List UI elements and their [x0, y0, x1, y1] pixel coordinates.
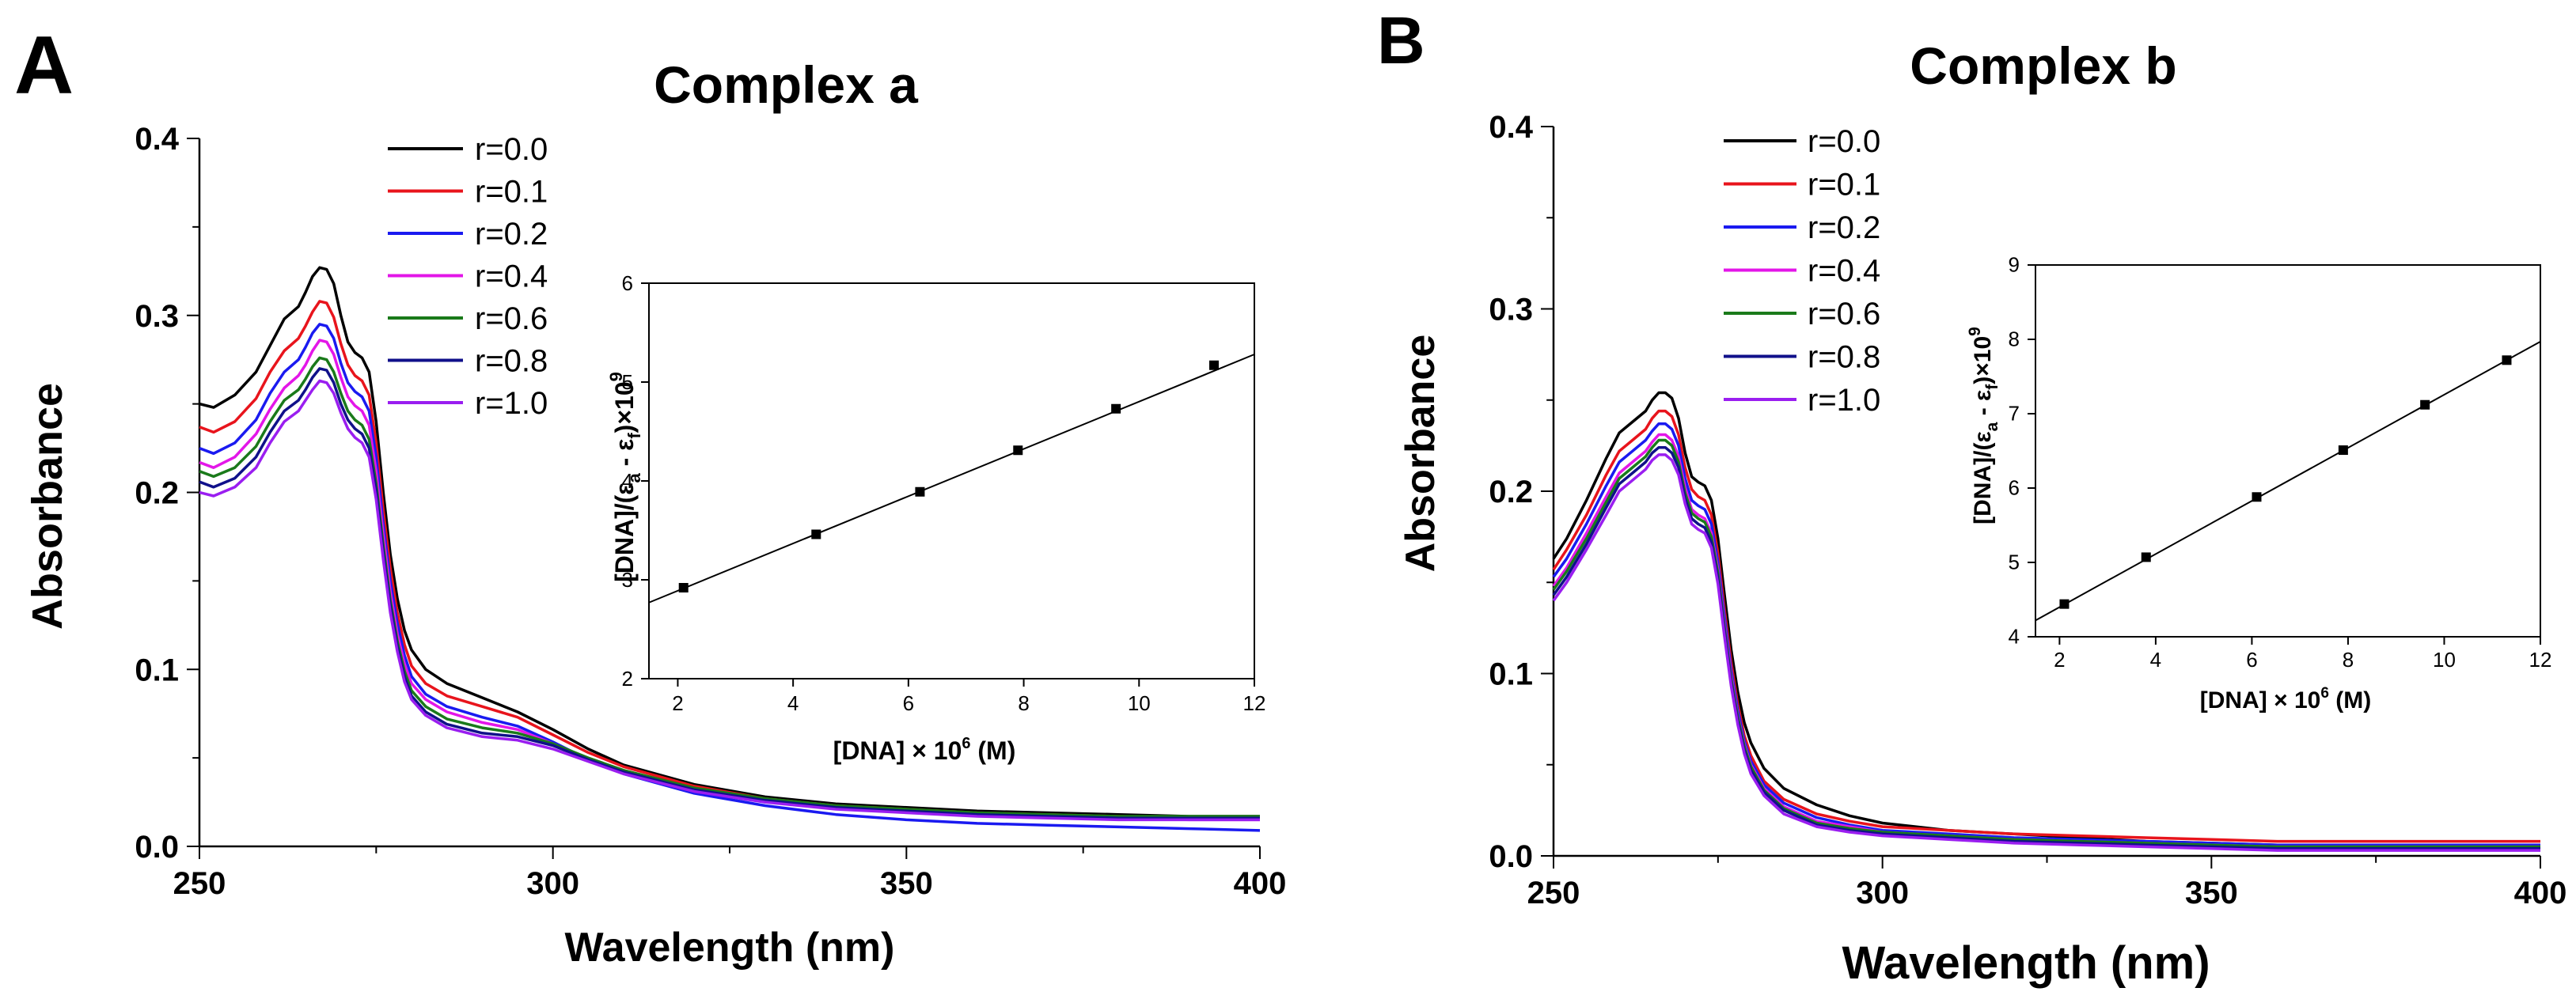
- x-tick-label-b: 400: [2514, 876, 2567, 910]
- inset-fit-line-a: [648, 354, 1255, 604]
- panel-b: B Complex b Absorbance Wavelength (nm) 2…: [1377, 3, 2567, 989]
- inset-x-tick-label-a: 2: [672, 691, 683, 715]
- x-tick-label-a: 400: [1234, 866, 1287, 901]
- legend-a: r=0.0 r=0.1 r=0.2 r=0.4 r=0.6 r=0.8 r=1.0: [388, 132, 548, 421]
- y-tick-label-a: 0.2: [135, 476, 179, 511]
- inset-data-point-a-4: [1111, 403, 1121, 414]
- inset-x-tick-label-b: 4: [2150, 648, 2161, 672]
- inset-x-axis-title-b: [DNA] × 106 (M): [2200, 685, 2371, 713]
- inset-x-axis-title-a: [DNA] × 106 (M): [833, 735, 1016, 765]
- x-tick-label-b: 350: [2185, 876, 2238, 910]
- x-tick-label-b: 250: [1527, 876, 1580, 910]
- inset-x-tick-label-b: 12: [2529, 648, 2552, 672]
- legend-label-a-4: r=0.6: [475, 301, 548, 336]
- legend-label-b-3: r=0.4: [1808, 254, 1880, 289]
- y-tick-label-a: 0.1: [135, 653, 179, 687]
- inset-a: 2 4 6 8 10 12 2 3 4 5 6: [622, 271, 1266, 715]
- legend-b: r=0.0 r=0.1 r=0.2 r=0.4 r=0.6 r=0.8 r=1.0: [1724, 124, 1880, 418]
- series-line-b-6: [1552, 453, 2540, 852]
- legend-label-b-1: r=0.1: [1808, 168, 1880, 202]
- x-axis-title-b: Wavelength (nm): [1842, 937, 2210, 989]
- inset-y-tick-label-a: 4: [622, 469, 633, 493]
- legend-label-b-4: r=0.6: [1808, 297, 1880, 331]
- y-axis-title-a: Absorbance: [24, 383, 71, 630]
- inset-x-tick-label-a: 12: [1243, 691, 1266, 715]
- inset-x-tick-label-b: 6: [2246, 648, 2257, 672]
- legend-label-a-1: r=0.1: [475, 175, 548, 210]
- x-tick-label-a: 300: [526, 866, 579, 901]
- inset-b: 2 4 6 8 10 12 4 5 6 7 8 9: [2009, 252, 2552, 672]
- inset-x-tick-label-b: 10: [2433, 648, 2456, 672]
- inset-y-tick-label-b: 6: [2009, 475, 2020, 499]
- legend-label-a-3: r=0.4: [475, 259, 548, 294]
- inset-y-tick-label-b: 9: [2009, 252, 2020, 276]
- inset-frame-b: [2035, 264, 2541, 638]
- y-tick-label-a: 0.4: [135, 122, 179, 157]
- inset-data-point-b-3: [2338, 445, 2348, 456]
- y-tick-label-b: 0.3: [1489, 293, 1533, 327]
- legend-label-a-5: r=0.8: [475, 344, 548, 379]
- inset-y-tick-label-b: 7: [2009, 401, 2020, 425]
- legend-label-b-2: r=0.2: [1808, 210, 1880, 245]
- inset-y-tick-label-b: 8: [2009, 327, 2020, 350]
- series-line-a-6: [199, 379, 1260, 822]
- inset-y-tick-label-b: 4: [2009, 624, 2020, 648]
- inset-x-tick-label-b: 2: [2054, 648, 2065, 672]
- inset-data-point-a-3: [1013, 445, 1023, 456]
- inset-data-point-a-2: [915, 486, 925, 497]
- x-tick-label-b: 300: [1856, 876, 1909, 910]
- inset-x-tick-label-a: 6: [903, 691, 914, 715]
- inset-y-tick-label-a: 2: [622, 667, 633, 691]
- inset-y-tick-label-a: 5: [622, 370, 633, 394]
- inset-data-point-a-1: [811, 529, 821, 539]
- inset-y-tick-label-b: 5: [2009, 550, 2020, 573]
- x-tick-label-a: 250: [173, 866, 226, 901]
- x-axis-title-a: Wavelength (nm): [565, 925, 895, 971]
- y-tick-label-a: 0.3: [135, 299, 179, 334]
- y-tick-label-b: 0.2: [1489, 475, 1533, 509]
- inset-fit-line-b: [2035, 340, 2541, 622]
- series-line-a-0: [199, 266, 1260, 818]
- chart-title-a: Complex a: [654, 55, 919, 114]
- inset-data-point-a-0: [678, 583, 689, 592]
- y-tick-label-b: 0.0: [1489, 839, 1533, 874]
- inset-x-tick-label-a: 8: [1018, 691, 1029, 715]
- legend-label-b-5: r=0.8: [1808, 340, 1880, 375]
- inset-data-point-b-2: [2252, 492, 2262, 502]
- inset-x-tick-label-a: 10: [1128, 691, 1151, 715]
- chart-title-b: Complex b: [1910, 36, 2176, 95]
- inset-data-point-b-1: [2141, 552, 2151, 562]
- y-tick-label-b: 0.4: [1489, 110, 1533, 145]
- legend-label-a-6: r=1.0: [475, 386, 548, 421]
- x-tick-label-a: 350: [880, 866, 933, 901]
- inset-data-point-b-5: [2502, 355, 2512, 365]
- legend-label-a-0: r=0.0: [475, 132, 548, 167]
- y-axis-title-b: Absorbance: [1398, 335, 1444, 573]
- inset-y-axis-title-b: [DNA]/(εa - εf)×109: [1966, 327, 2001, 524]
- inset-x-tick-label-b: 8: [2343, 648, 2354, 672]
- y-tick-label-a: 0.0: [135, 830, 179, 865]
- legend-label-b-6: r=1.0: [1808, 383, 1880, 418]
- inset-data-point-a-5: [1209, 360, 1219, 370]
- inset-y-tick-label-a: 3: [622, 568, 633, 592]
- legend-label-a-2: r=0.2: [475, 217, 548, 252]
- plot-area-b: 250 300 350 400 0.0 0.1 0.2 0.3 0.4: [1489, 110, 2567, 910]
- inset-data-point-b-4: [2420, 399, 2430, 410]
- panel-letter-b: B: [1377, 3, 1425, 78]
- panel-a: A Complex a Absorbance Wavelength (nm) 2…: [14, 20, 1286, 971]
- legend-label-b-0: r=0.0: [1808, 124, 1880, 159]
- inset-data-point-b-0: [2059, 599, 2070, 609]
- inset-frame-a: [648, 282, 1255, 679]
- y-tick-label-b: 0.1: [1489, 657, 1533, 692]
- inset-x-tick-label-a: 4: [787, 691, 799, 715]
- inset-y-tick-label-a: 6: [622, 271, 633, 295]
- panel-letter-a: A: [14, 20, 74, 112]
- plot-area-a: 250 300 350 400 0.0 0.1 0.2 0.3 0.4: [135, 122, 1286, 901]
- inset-y-axis-title-a: [DNA]/(εa - εf)×109: [606, 372, 644, 582]
